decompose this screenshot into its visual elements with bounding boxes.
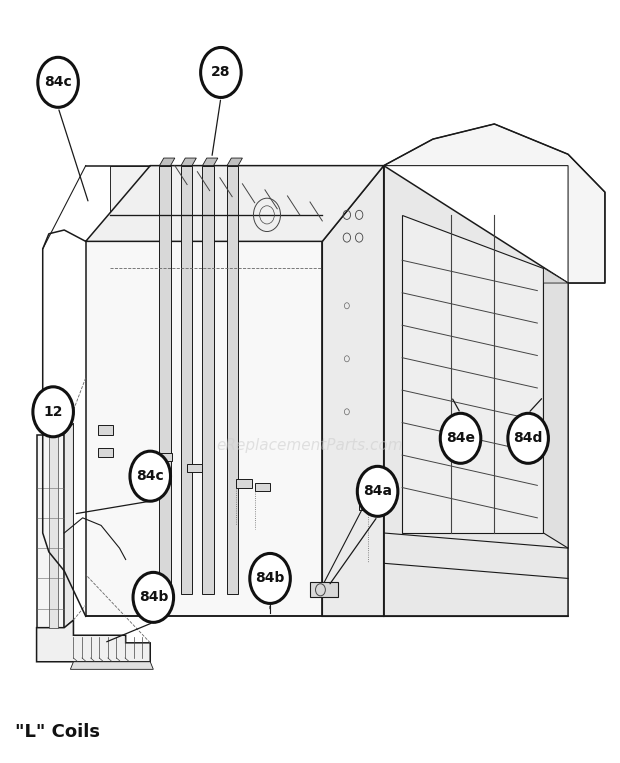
Circle shape [130,451,170,501]
Polygon shape [156,452,172,461]
Text: 84d: 84d [513,431,543,446]
Polygon shape [64,423,73,628]
Circle shape [201,47,241,98]
Polygon shape [359,503,373,510]
Polygon shape [70,662,153,669]
Polygon shape [236,479,252,488]
Polygon shape [203,158,218,166]
Polygon shape [187,464,203,472]
Text: 28: 28 [211,66,231,79]
Polygon shape [203,166,213,594]
Polygon shape [322,166,384,617]
Polygon shape [37,620,150,662]
Polygon shape [159,158,175,166]
Circle shape [250,553,290,604]
Polygon shape [227,166,238,594]
Polygon shape [371,503,385,510]
Polygon shape [181,166,192,594]
Polygon shape [544,268,568,283]
Text: 84b: 84b [255,571,285,585]
Polygon shape [227,158,242,166]
Polygon shape [110,166,322,594]
Text: 84e: 84e [446,431,475,446]
Text: eReplacementParts.com: eReplacementParts.com [216,439,404,453]
Text: 84b: 84b [139,591,168,604]
Text: 84c: 84c [136,469,164,483]
Polygon shape [544,268,568,548]
Text: "L" Coils: "L" Coils [15,723,100,742]
Polygon shape [384,124,605,283]
Polygon shape [255,483,270,491]
Polygon shape [37,434,64,628]
Polygon shape [86,241,322,617]
Polygon shape [310,582,338,597]
Polygon shape [49,434,58,628]
Text: 84c: 84c [44,76,72,89]
Polygon shape [384,166,568,617]
Text: 84a: 84a [363,485,392,498]
Circle shape [440,414,481,463]
Polygon shape [402,215,544,533]
Circle shape [357,466,398,517]
Polygon shape [86,166,384,241]
Polygon shape [98,426,113,434]
Polygon shape [98,448,113,457]
Circle shape [33,387,73,436]
Polygon shape [159,166,170,594]
Text: 12: 12 [43,405,63,419]
Polygon shape [181,158,197,166]
Circle shape [133,572,174,623]
Circle shape [508,414,549,463]
Circle shape [38,57,78,108]
